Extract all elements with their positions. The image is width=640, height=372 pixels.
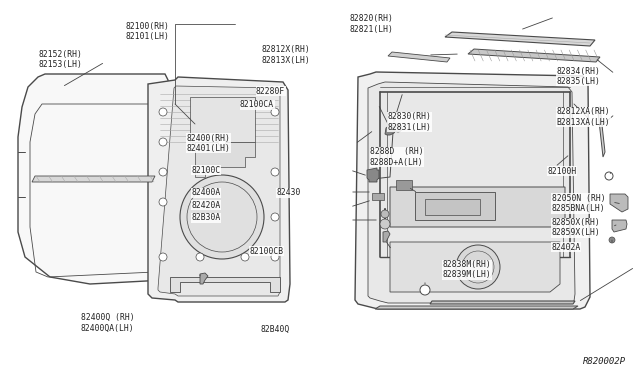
Text: 82812X(RH)
82813X(LH): 82812X(RH) 82813X(LH) bbox=[262, 45, 310, 65]
Circle shape bbox=[218, 138, 226, 146]
Circle shape bbox=[420, 285, 430, 295]
Polygon shape bbox=[612, 220, 627, 232]
Text: 82100C: 82100C bbox=[191, 166, 221, 174]
Circle shape bbox=[394, 124, 402, 132]
Polygon shape bbox=[148, 77, 290, 302]
Polygon shape bbox=[355, 72, 590, 309]
Text: 82B30A: 82B30A bbox=[191, 213, 221, 222]
Polygon shape bbox=[390, 187, 565, 227]
Text: 82400A: 82400A bbox=[191, 188, 221, 197]
Circle shape bbox=[196, 253, 204, 261]
Text: 82152(RH)
82153(LH): 82152(RH) 82153(LH) bbox=[39, 50, 83, 69]
Text: 82100CA: 82100CA bbox=[240, 100, 274, 109]
Polygon shape bbox=[390, 242, 560, 292]
Circle shape bbox=[609, 237, 615, 243]
Polygon shape bbox=[598, 107, 605, 157]
Polygon shape bbox=[170, 277, 280, 292]
Circle shape bbox=[159, 198, 167, 206]
Text: 82400(RH)
82401(LH): 82400(RH) 82401(LH) bbox=[186, 134, 230, 153]
Text: 82420A: 82420A bbox=[191, 201, 221, 210]
Text: R820002P: R820002P bbox=[583, 357, 626, 366]
Bar bbox=[190, 97, 255, 142]
Circle shape bbox=[271, 253, 279, 261]
Text: 82400Q (RH)
82400QA(LH): 82400Q (RH) 82400QA(LH) bbox=[81, 313, 134, 333]
Polygon shape bbox=[468, 49, 600, 62]
Circle shape bbox=[271, 213, 279, 221]
Circle shape bbox=[271, 168, 279, 176]
Circle shape bbox=[271, 108, 279, 116]
Polygon shape bbox=[367, 168, 379, 182]
Polygon shape bbox=[383, 231, 390, 242]
Text: 82050N (RH)
8285BNA(LH): 82050N (RH) 8285BNA(LH) bbox=[552, 194, 605, 213]
Circle shape bbox=[380, 219, 390, 229]
Text: 82B40Q: 82B40Q bbox=[260, 325, 290, 334]
Polygon shape bbox=[385, 125, 396, 135]
Polygon shape bbox=[195, 142, 255, 177]
Polygon shape bbox=[200, 273, 208, 284]
Text: 82100(RH)
82101(LH): 82100(RH) 82101(LH) bbox=[125, 22, 169, 41]
Circle shape bbox=[159, 253, 167, 261]
Text: 82838M(RH)
82839M(LH): 82838M(RH) 82839M(LH) bbox=[443, 260, 492, 279]
Polygon shape bbox=[18, 74, 170, 284]
Text: 82834(RH)
82835(LH): 82834(RH) 82835(LH) bbox=[557, 67, 601, 86]
Text: 82100CB: 82100CB bbox=[250, 247, 284, 256]
Text: 82100H: 82100H bbox=[547, 167, 577, 176]
Bar bbox=[396, 180, 412, 190]
Circle shape bbox=[159, 168, 167, 176]
Bar bbox=[372, 193, 384, 200]
Circle shape bbox=[381, 210, 389, 218]
Polygon shape bbox=[368, 82, 575, 303]
Text: 82820(RH)
82821(LH): 82820(RH) 82821(LH) bbox=[349, 15, 393, 34]
Circle shape bbox=[605, 172, 613, 180]
Text: 82430: 82430 bbox=[276, 188, 301, 197]
Polygon shape bbox=[610, 194, 628, 212]
Polygon shape bbox=[425, 199, 480, 215]
Text: 8288D  (RH)
8288D+A(LH): 8288D (RH) 8288D+A(LH) bbox=[370, 147, 424, 167]
Text: 82830(RH)
82831(LH): 82830(RH) 82831(LH) bbox=[388, 112, 431, 132]
Circle shape bbox=[241, 253, 249, 261]
Polygon shape bbox=[430, 301, 575, 304]
Polygon shape bbox=[32, 176, 155, 182]
Text: 82850X(RH)
82859X(LH): 82850X(RH) 82859X(LH) bbox=[552, 218, 600, 237]
Circle shape bbox=[159, 108, 167, 116]
Circle shape bbox=[159, 138, 167, 146]
Text: 82280F: 82280F bbox=[256, 87, 285, 96]
Polygon shape bbox=[375, 306, 578, 309]
Text: 82402A: 82402A bbox=[552, 243, 581, 252]
Polygon shape bbox=[415, 192, 495, 220]
Circle shape bbox=[456, 245, 500, 289]
Circle shape bbox=[180, 175, 264, 259]
Polygon shape bbox=[158, 86, 280, 296]
Polygon shape bbox=[388, 52, 450, 62]
Text: 82812XA(RH)
B2813XA(LH): 82812XA(RH) B2813XA(LH) bbox=[557, 108, 611, 127]
Polygon shape bbox=[445, 32, 595, 46]
